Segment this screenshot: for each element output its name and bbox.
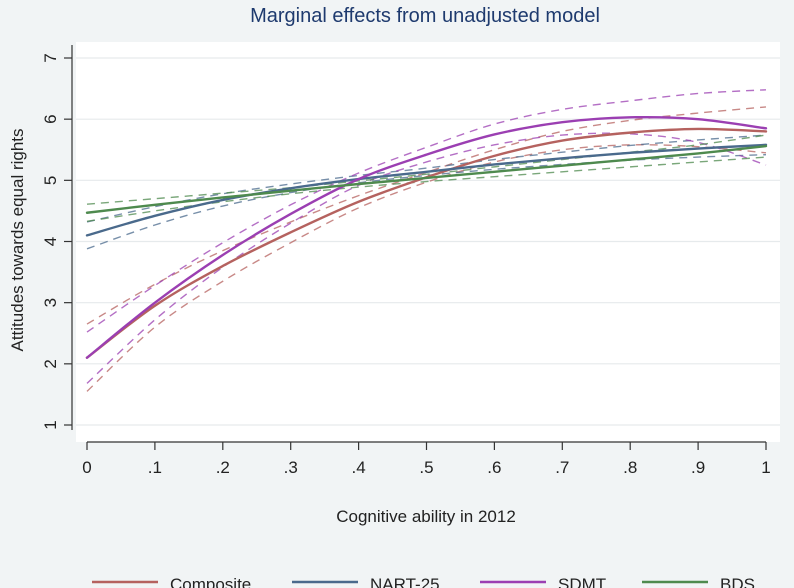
ci-upper-bds: [86, 134, 767, 205]
legend-label-nart-25: NART-25: [370, 575, 440, 588]
series-line-sdmt: [85, 115, 768, 359]
y-tick-label: 4: [41, 237, 60, 246]
x-tick-label: .5: [419, 458, 433, 477]
y-tick-label: 2: [41, 359, 60, 368]
x-tick-label: 0: [82, 458, 91, 477]
legend-label-sdmt: SDMT: [558, 575, 606, 588]
y-axis-title: Attitudes towards equal rights: [8, 128, 27, 351]
x-axis-ticks: 0 .1 .2 .3 .4 .5 .6 .7 .8 .9 1: [82, 442, 771, 477]
ci-lower-composite: [86, 144, 767, 392]
x-axis-title: Cognitive ability in 2012: [336, 507, 516, 526]
ci-lower-sdmt: [86, 132, 767, 384]
y-tick-label: 5: [41, 176, 60, 185]
legend-label-composite: Composite: [170, 575, 251, 588]
chart-title: Marginal effects from unadjusted model: [250, 5, 600, 27]
x-tick-label: .9: [691, 458, 705, 477]
ci-upper-nart-25: [86, 134, 767, 223]
x-tick-label: .4: [352, 458, 366, 477]
x-tick-label: .6: [487, 458, 501, 477]
x-tick-label: .7: [555, 458, 569, 477]
legend: Composite NART-25 SDMT BDS: [92, 575, 755, 588]
series-line-nart-25: [85, 143, 768, 237]
y-tick-label: 6: [41, 114, 60, 123]
x-tick-label: .2: [216, 458, 230, 477]
x-tick-label: .3: [284, 458, 298, 477]
y-tick-label: 7: [41, 53, 60, 62]
series-line-bds: [85, 144, 768, 214]
legend-label-bds: BDS: [720, 575, 755, 588]
ci-upper-sdmt: [86, 89, 767, 333]
x-tick-label: .1: [148, 458, 162, 477]
x-tick-label: 1: [761, 458, 770, 477]
series-lines: [85, 115, 768, 359]
y-tick-label: 1: [41, 420, 60, 429]
y-tick-label: 3: [41, 298, 60, 307]
grid: [76, 57, 780, 426]
x-tick-label: .8: [623, 458, 637, 477]
y-axis-ticks: 1 2 3 4 5 6 7: [41, 53, 72, 430]
